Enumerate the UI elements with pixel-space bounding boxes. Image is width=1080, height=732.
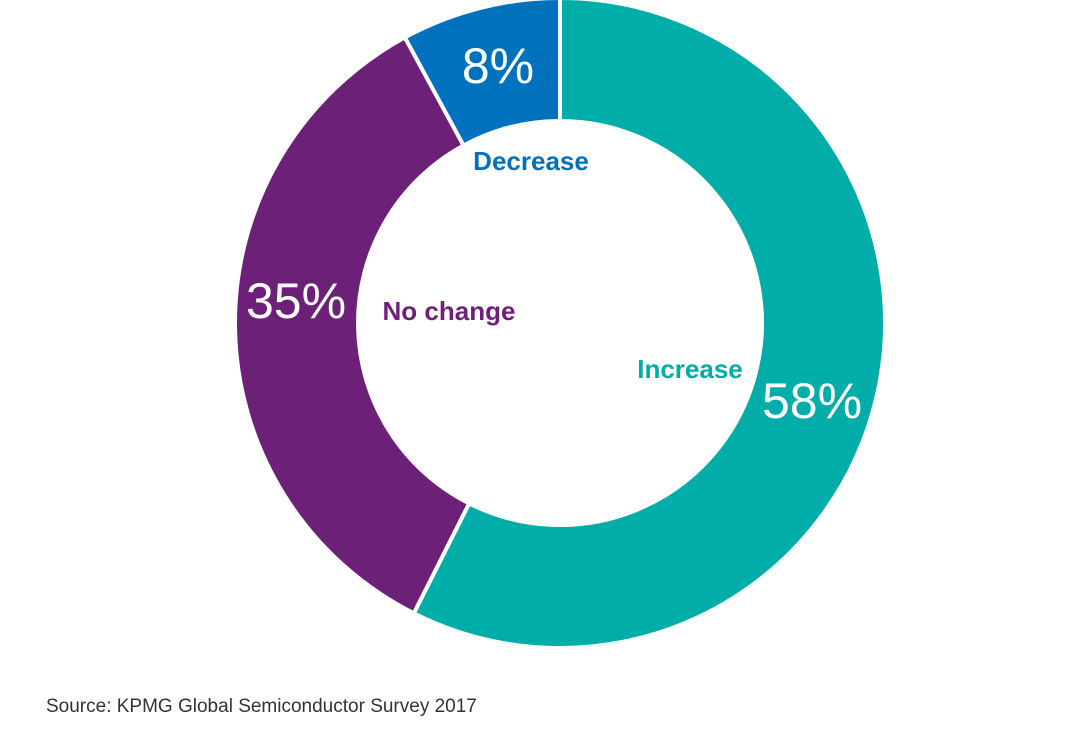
category-label-decrease: Decrease [473,146,589,176]
donut-slices [233,0,887,650]
value-label-no-change: 35% [246,273,346,329]
slice-decrease [402,0,562,149]
value-label-increase: 58% [762,373,862,429]
category-label-increase: Increase [637,354,743,384]
value-label-decrease: 8% [462,38,534,94]
donut-chart: 58% Increase 35% No change 8% Decrease [233,0,887,650]
category-label-no-change: No change [383,296,516,326]
slice-increase [411,0,887,650]
slice-no-change [233,34,472,616]
donut-labels: 58% Increase 35% No change 8% Decrease [246,38,862,429]
source-note: Source: KPMG Global Semiconductor Survey… [46,696,477,717]
